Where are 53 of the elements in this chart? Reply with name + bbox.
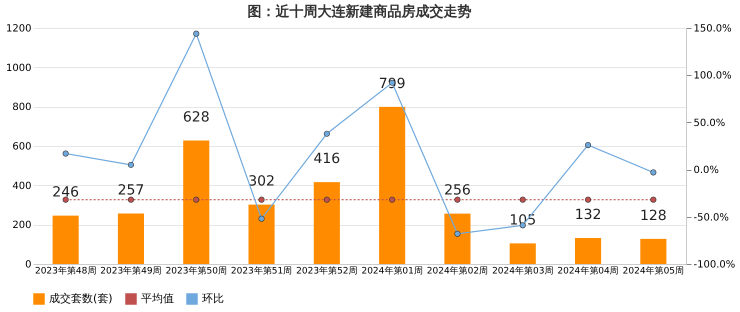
point <box>650 169 656 176</box>
data-label: 302 <box>248 174 275 190</box>
bar <box>52 216 79 264</box>
y-tick-label: 1000 <box>6 62 32 74</box>
x-tick-label: 2024年第04周 <box>557 266 619 276</box>
y-tick-label: 200 <box>12 220 32 232</box>
legend-label: 平均值 <box>141 292 174 305</box>
x-tick-label: 2023年第50周 <box>166 266 227 276</box>
bar <box>248 204 275 264</box>
bar <box>379 106 406 264</box>
data-label: 628 <box>182 109 210 126</box>
bar <box>183 140 210 264</box>
y2-tick-label: 0.0% <box>694 165 719 176</box>
data-label: 257 <box>118 182 144 198</box>
y2-tick-label: -100.0% <box>694 260 736 270</box>
y2-tick-label: 50.0% <box>694 118 726 129</box>
chart-title: 图：近十周大连新建商品房成交走势 <box>248 3 472 20</box>
data-label: 256 <box>444 182 471 199</box>
point <box>585 142 592 148</box>
y2-tick-label: 150.0% <box>694 24 732 34</box>
x-tick-label: 2023年第48周 <box>34 266 96 276</box>
bar <box>314 182 340 264</box>
data-label: 416 <box>313 151 340 168</box>
data-label: 132 <box>574 207 602 224</box>
y-tick-label: 400 <box>12 180 32 192</box>
point <box>454 230 460 237</box>
x-tick-label: 2023年第52周 <box>296 266 358 276</box>
point <box>193 30 200 37</box>
x-tick-label: 2024年第01周 <box>361 266 423 276</box>
bar <box>574 238 602 264</box>
data-label: 246 <box>52 184 80 201</box>
x-tick-label: 2023年第51周 <box>230 266 292 276</box>
y-tick-label: 1200 <box>6 24 32 34</box>
point <box>258 216 265 222</box>
x-tick-label: 2024年第03周 <box>492 266 554 276</box>
y-tick-label: 600 <box>12 142 32 152</box>
bar <box>444 214 471 264</box>
bar <box>640 238 666 264</box>
data-label: 128 <box>640 208 667 224</box>
y2-tick-label: 100.0% <box>694 70 732 82</box>
point <box>128 162 134 168</box>
bar <box>510 243 536 264</box>
point <box>324 130 330 137</box>
legend-label: 成交套数(套) <box>49 292 113 305</box>
y-tick-label: 0 <box>25 260 32 270</box>
x-tick-label: 2024年第02周 <box>426 266 488 276</box>
x-tick-label: 2023年第49周 <box>100 266 162 276</box>
legend-label: 环比 <box>202 292 224 305</box>
bar <box>118 213 144 264</box>
y2-tick-label: -50.0% <box>694 212 729 224</box>
x-tick-label: 2024年第05周 <box>622 266 684 276</box>
y-tick-label: 800 <box>12 102 32 114</box>
point <box>62 150 69 157</box>
